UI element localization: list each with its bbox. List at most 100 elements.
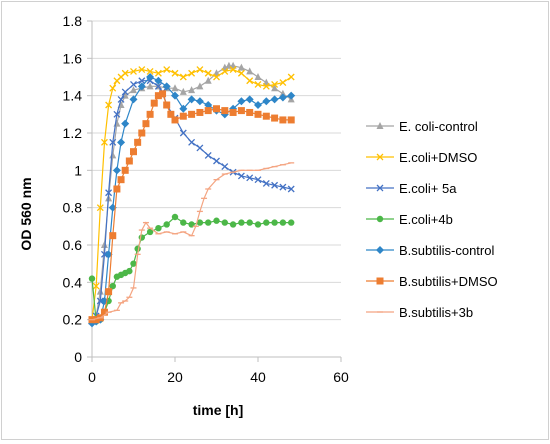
data-point bbox=[254, 81, 262, 88]
data-point bbox=[254, 110, 262, 118]
data-point bbox=[221, 107, 229, 115]
data-point bbox=[237, 172, 245, 180]
legend-swatch-marker bbox=[376, 215, 384, 223]
data-point bbox=[287, 185, 295, 193]
y-tick-label-3: 0.6 bbox=[63, 237, 83, 253]
data-point bbox=[246, 174, 254, 182]
data-point bbox=[121, 166, 129, 174]
data-point bbox=[204, 107, 212, 115]
data-point bbox=[237, 97, 246, 106]
legend-entry-6: B.subtilis+3b bbox=[366, 305, 473, 320]
line-chart: 0 0.2 0.4 0.6 0.8 1 1.2 1.4 1.6 1.8 0 20 40 60 OD 56… bbox=[18, 13, 498, 418]
legend-entry-1: E.coli+DMSO bbox=[366, 150, 477, 165]
data-point bbox=[179, 129, 187, 137]
data-point bbox=[171, 91, 179, 100]
legend: E. coli-control E.coli+DMSO E.coli+ 5a E.co… bbox=[366, 119, 498, 320]
data-point bbox=[130, 81, 137, 88]
data-point bbox=[278, 93, 287, 102]
data-point bbox=[237, 63, 245, 71]
legend-label: E.coli+4b bbox=[399, 212, 453, 227]
y-tick-label-8: 1.6 bbox=[63, 50, 83, 66]
y-tick-label-4: 0.8 bbox=[63, 200, 83, 216]
legend-label: B.subtilis+3b bbox=[399, 305, 473, 320]
data-point bbox=[126, 267, 133, 275]
data-point bbox=[100, 138, 108, 146]
data-point bbox=[109, 232, 117, 240]
data-point bbox=[271, 114, 279, 122]
data-point bbox=[205, 219, 212, 226]
data-point bbox=[117, 138, 126, 147]
legend-entry-0: E. coli-control bbox=[366, 119, 478, 134]
data-point bbox=[180, 219, 187, 226]
data-point bbox=[196, 219, 204, 226]
data-point bbox=[121, 119, 130, 128]
data-point bbox=[246, 108, 254, 116]
series-line-6 bbox=[91, 162, 292, 321]
legend-swatch-marker bbox=[376, 184, 384, 192]
data-point bbox=[171, 213, 179, 221]
data-point bbox=[287, 91, 296, 100]
data-point bbox=[262, 112, 270, 120]
data-point bbox=[137, 82, 146, 91]
data-point bbox=[204, 151, 212, 159]
data-point bbox=[188, 138, 196, 146]
data-point bbox=[287, 73, 295, 81]
data-point bbox=[229, 221, 237, 228]
x-tick-label-2: 40 bbox=[250, 369, 266, 385]
data-point bbox=[246, 219, 253, 226]
data-point bbox=[146, 67, 154, 75]
data-point bbox=[213, 73, 220, 81]
data-point bbox=[154, 82, 162, 90]
data-point bbox=[105, 189, 113, 197]
data-point bbox=[104, 250, 113, 259]
x-tick-label-3: 60 bbox=[333, 369, 349, 385]
data-point bbox=[100, 241, 108, 248]
data-point bbox=[288, 219, 295, 226]
y-tick-label-0: 0 bbox=[74, 349, 82, 365]
legend-entry-5: B.subtilis+DMSO bbox=[366, 274, 498, 289]
data-point bbox=[279, 116, 287, 124]
data-point bbox=[246, 67, 254, 75]
legend-entry-2: E.coli+ 5a bbox=[366, 181, 457, 196]
data-point bbox=[271, 181, 279, 189]
data-point bbox=[270, 95, 279, 104]
data-point bbox=[179, 73, 187, 81]
data-point bbox=[109, 282, 116, 290]
y-tick-label-2: 0.4 bbox=[63, 274, 83, 290]
data-point bbox=[100, 308, 108, 316]
axes bbox=[87, 20, 342, 362]
series-5 bbox=[88, 90, 295, 324]
data-point bbox=[287, 116, 295, 124]
data-point bbox=[96, 287, 104, 295]
data-point bbox=[263, 219, 270, 226]
data-point bbox=[105, 288, 113, 296]
data-point bbox=[154, 69, 162, 77]
data-point bbox=[221, 163, 229, 171]
data-point bbox=[262, 97, 271, 106]
data-point bbox=[154, 92, 162, 100]
data-point bbox=[163, 101, 171, 109]
data-point bbox=[188, 86, 196, 94]
data-point bbox=[229, 66, 237, 73]
legend-label: B.subtilis-control bbox=[399, 243, 494, 258]
series-3 bbox=[88, 213, 295, 325]
data-point bbox=[113, 119, 121, 127]
legend-label: B.subtilis+DMSO bbox=[399, 274, 498, 289]
data-point bbox=[237, 69, 245, 77]
data-point bbox=[113, 110, 121, 118]
data-point bbox=[146, 228, 154, 236]
legend-entry-4: B.subtilis-control bbox=[366, 243, 494, 258]
x-tick-label-1: 20 bbox=[167, 369, 183, 385]
data-point bbox=[204, 69, 212, 77]
data-point bbox=[92, 282, 100, 290]
data-point bbox=[213, 105, 220, 113]
data-point bbox=[162, 82, 171, 91]
data-point bbox=[146, 82, 154, 90]
data-point bbox=[254, 176, 262, 184]
data-point bbox=[196, 144, 204, 152]
legend-entry-3: E.coli+4b bbox=[366, 212, 453, 227]
data-point bbox=[138, 129, 146, 137]
legend-label: E.coli+ 5a bbox=[399, 181, 457, 196]
data-point bbox=[279, 219, 287, 226]
legend-label: E.coli+DMSO bbox=[399, 150, 477, 165]
